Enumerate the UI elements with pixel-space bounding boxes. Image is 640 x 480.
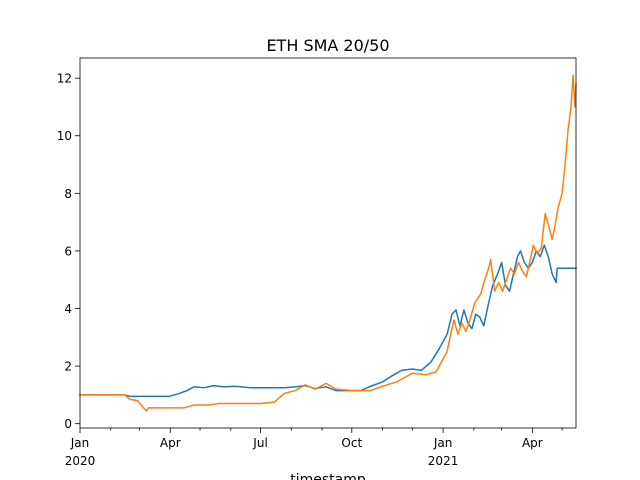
y-tick-label: 4 (64, 302, 72, 316)
x-tick-label: Apr (522, 436, 543, 450)
y-tick-label: 6 (64, 244, 72, 258)
y-tick-label: 0 (64, 417, 72, 431)
y-tick-label: 2 (64, 360, 72, 374)
x-tick-label: Apr (160, 436, 181, 450)
x-axis-label: timestamp (290, 472, 366, 480)
y-tick-label: 8 (64, 187, 72, 201)
plot-frame (79, 57, 577, 429)
y-axis: 0 2 4 6 8 10 12 (57, 72, 80, 431)
x-axis: Jan 2020 Apr Jul Oct Jan 2021 Apr (65, 428, 563, 468)
x-tick-label: Jan (433, 436, 453, 450)
x-tick-year-label: 2021 (428, 454, 459, 468)
series-line-2 (79, 74, 577, 412)
y-tick-label: 10 (57, 129, 72, 143)
chart-title: ETH SMA 20/50 (266, 36, 389, 55)
x-tick-label: Oct (341, 436, 362, 450)
y-tick-label: 12 (57, 72, 72, 86)
x-tick-year-label: 2020 (65, 454, 96, 468)
x-tick-label: Jan (70, 436, 90, 450)
series-line-1 (79, 244, 577, 398)
series-layer (79, 74, 577, 412)
x-tick-label: Jul (252, 436, 267, 450)
